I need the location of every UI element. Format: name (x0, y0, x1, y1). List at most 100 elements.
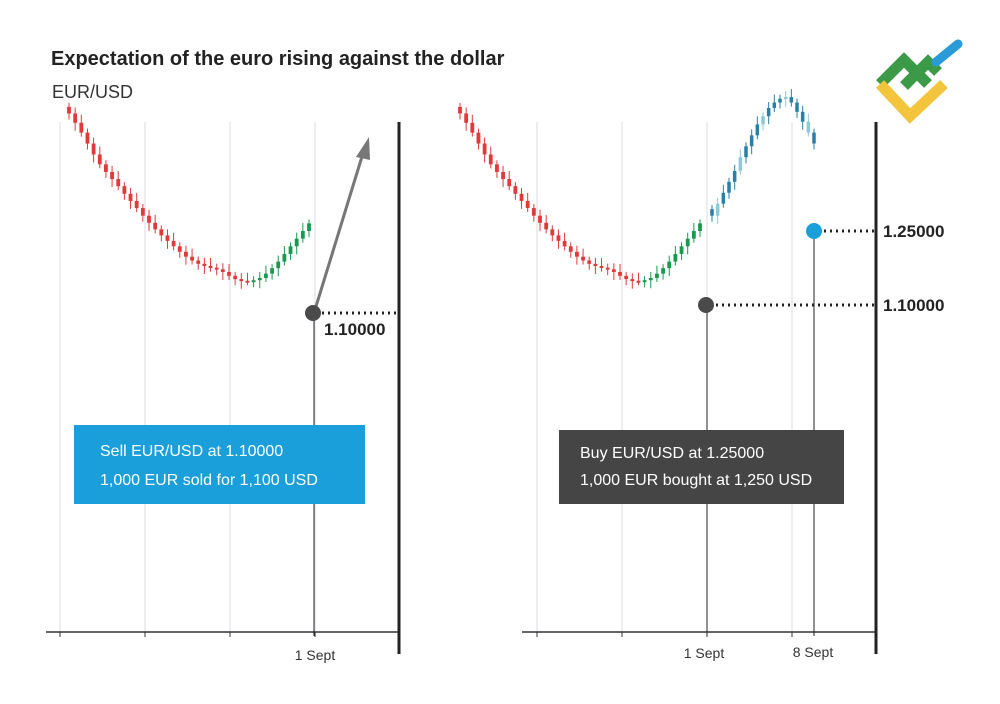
right-future-candle-12 (778, 98, 782, 103)
left-candle-32 (264, 273, 268, 279)
sell-annotation-line-2: 1,000 EUR sold for 1,100 USD (100, 472, 318, 489)
right-chart-panel: 1.25000 1.10000 1 Sept 8 Sept (458, 89, 944, 661)
right-future-candle-4 (732, 170, 737, 182)
right-price-label-entry: 1.10000 (883, 296, 944, 315)
right-candle-33 (661, 268, 665, 274)
right-candle-1 (464, 113, 469, 123)
right-candle-9 (513, 186, 518, 194)
left-candle-10 (128, 193, 133, 201)
right-candle-21 (587, 260, 592, 264)
left-candle-34 (276, 261, 281, 269)
left-candle-35 (282, 253, 287, 262)
right-exit-marker (806, 223, 822, 239)
right-future-candle-10 (766, 108, 771, 117)
chart-title: Expectation of the euro rising against t… (51, 48, 505, 70)
left-candle-31 (257, 278, 262, 281)
right-price-label-exit: 1.25000 (883, 222, 944, 241)
right-future-candle-3 (727, 181, 731, 193)
left-candle-37 (294, 238, 299, 247)
right-candle-27 (624, 275, 629, 280)
left-candle-23 (208, 265, 213, 268)
left-candle-0 (67, 106, 71, 114)
right-future-candle-6 (744, 146, 748, 158)
right-future-candle-13 (783, 97, 788, 100)
left-candle-19 (184, 251, 188, 257)
right-candle-8 (507, 179, 512, 187)
right-future-candle-18 (812, 132, 816, 144)
left-candle-8 (116, 179, 121, 187)
right-candle-13 (538, 215, 542, 223)
right-future-candles (710, 89, 816, 224)
right-candle-4 (482, 143, 487, 155)
right-candle-19 (575, 251, 579, 257)
right-candle-31 (648, 278, 653, 281)
left-candle-36 (288, 246, 293, 254)
right-candle-34 (667, 261, 672, 269)
left-x-tick-1-sept: 1 Sept (295, 647, 336, 663)
left-candle-18 (177, 246, 182, 252)
right-candle-10 (519, 193, 524, 201)
left-candle-6 (104, 164, 108, 172)
right-future-candle-1 (715, 203, 720, 216)
right-x-tick-1-sept: 1 Sept (684, 645, 725, 661)
right-candle-5 (488, 154, 493, 165)
buy-annotation-line-2: 1,000 EUR bought at 1,250 USD (580, 472, 813, 489)
right-candle-14 (544, 222, 549, 230)
buy-annotation-box: Buy EUR/USD at 1.25000 1,000 EUR bought … (559, 430, 844, 504)
right-candle-11 (525, 200, 530, 209)
right-future-candle-7 (749, 135, 754, 147)
left-candle-26 (227, 272, 231, 276)
left-candle-17 (171, 240, 176, 247)
right-future-candle-16 (800, 111, 805, 122)
right-candle-3 (476, 132, 481, 144)
right-candles (458, 102, 702, 289)
right-candle-39 (698, 223, 702, 231)
right-candle-17 (562, 240, 567, 247)
chart-subtitle: EUR/USD (52, 82, 134, 102)
right-candle-24 (605, 267, 610, 270)
right-future-candle-2 (721, 192, 726, 204)
left-candle-9 (122, 186, 127, 194)
right-candle-32 (655, 273, 659, 279)
left-candle-27 (233, 275, 238, 280)
left-candle-16 (165, 235, 170, 241)
right-candle-22 (593, 263, 598, 266)
sell-annotation-line-1: Sell EUR/USD at 1.10000 (100, 443, 284, 460)
left-candle-3 (85, 132, 90, 144)
left-candles (67, 102, 311, 289)
right-candle-18 (568, 246, 573, 252)
left-gridlines (59, 122, 316, 637)
right-future-candle-17 (806, 121, 811, 133)
forecast-arrowhead (356, 137, 370, 160)
left-candle-15 (159, 229, 164, 236)
right-future-candle-8 (755, 124, 760, 136)
left-chart-panel: 1.10000 1 Sept (46, 102, 401, 663)
left-candle-25 (220, 269, 225, 272)
left-candle-29 (245, 280, 250, 283)
litefinance-logo-icon (875, 39, 963, 124)
right-candle-20 (581, 256, 585, 261)
right-candle-26 (618, 272, 622, 276)
right-future-candle-14 (789, 97, 794, 103)
right-candle-37 (685, 238, 690, 247)
right-candle-12 (531, 208, 536, 216)
sell-annotation-box: Sell EUR/USD at 1.10000 1,000 EUR sold f… (74, 425, 365, 504)
left-candle-14 (153, 222, 158, 230)
left-entry-marker (305, 305, 321, 321)
right-candle-15 (550, 229, 555, 236)
right-entry-marker (698, 297, 714, 313)
left-candle-2 (79, 122, 84, 133)
left-candle-20 (190, 256, 194, 261)
left-candle-21 (196, 260, 201, 264)
right-candle-0 (458, 106, 462, 114)
right-candle-35 (673, 253, 678, 262)
right-candle-16 (556, 235, 561, 241)
right-x-tick-8-sept: 8 Sept (793, 644, 834, 660)
left-candle-33 (270, 268, 274, 274)
right-candle-2 (470, 122, 475, 133)
left-candle-30 (251, 280, 256, 283)
left-candle-22 (202, 263, 207, 266)
left-candle-7 (110, 171, 114, 180)
left-candle-5 (97, 154, 102, 165)
